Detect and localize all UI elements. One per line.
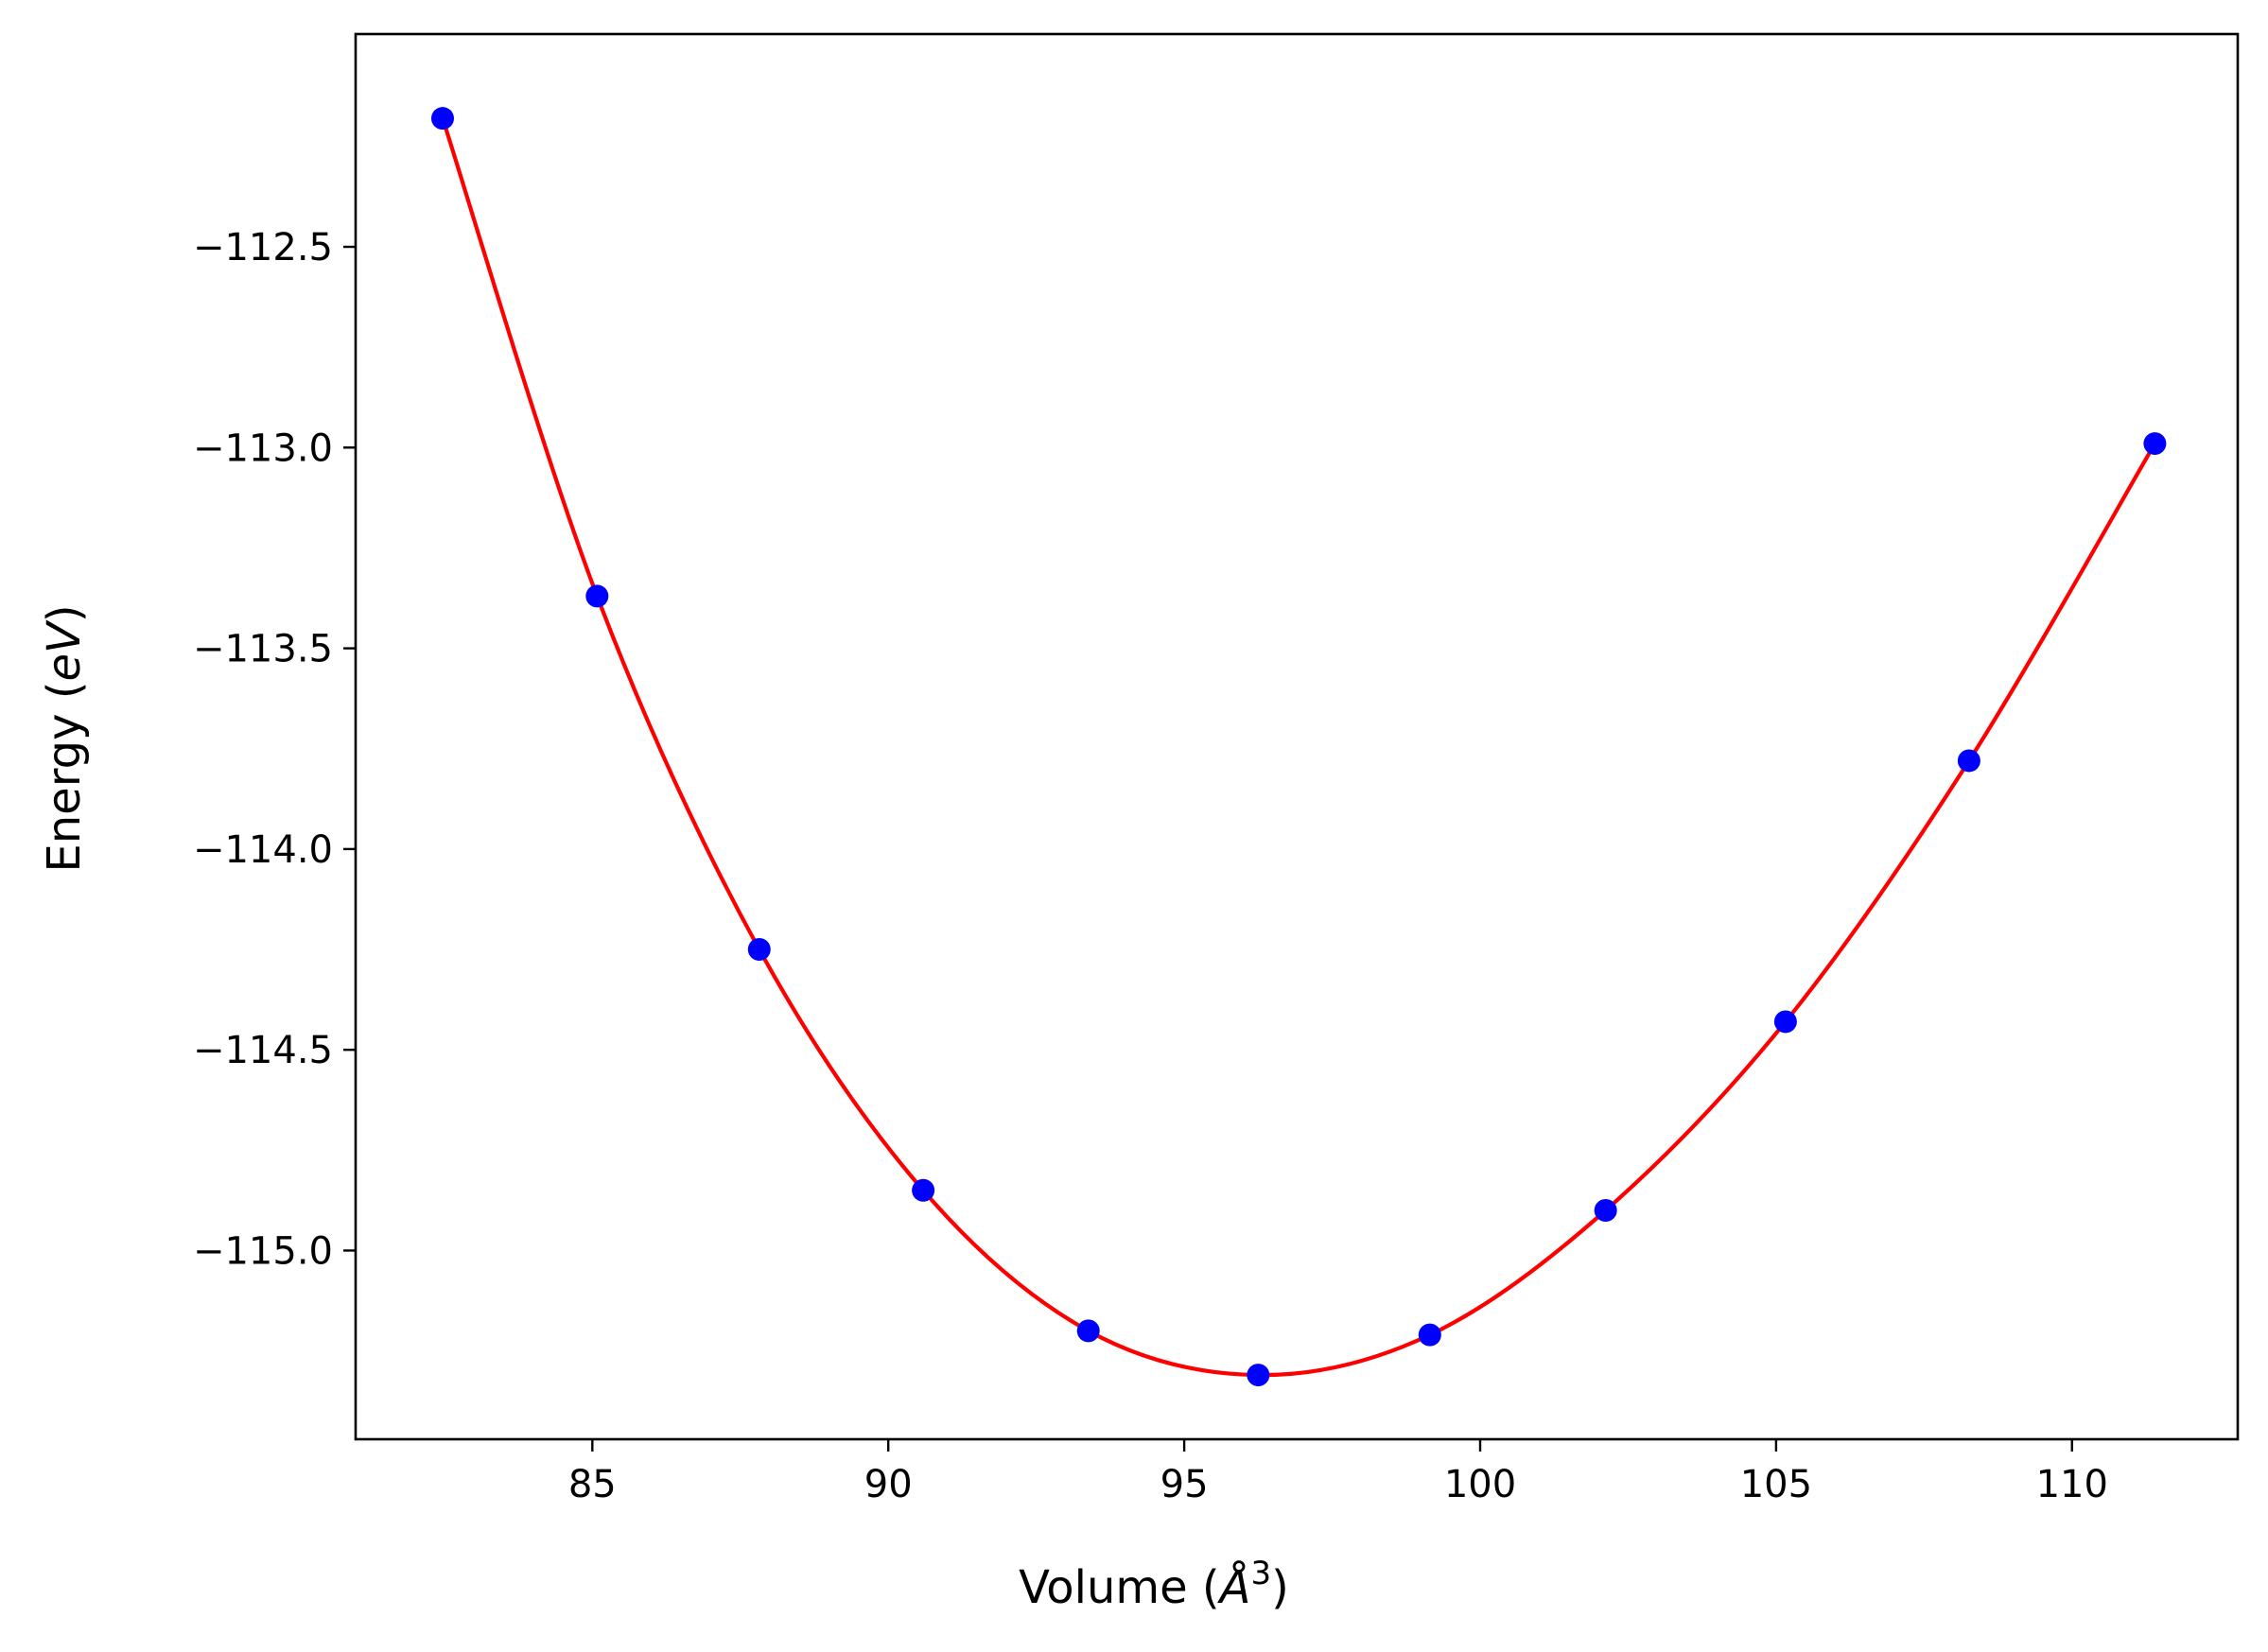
- data-point-marker: [430, 107, 454, 130]
- data-point-marker: [1773, 1010, 1797, 1034]
- y-tick-label: −114.5: [193, 1029, 333, 1072]
- x-tick-label: 90: [864, 1463, 913, 1506]
- x-axis-ticks: 85 90 95 100 105 110: [568, 1439, 2108, 1506]
- data-point-marker: [2143, 432, 2167, 456]
- x-axis-label-power: 3: [1250, 1555, 1271, 1592]
- x-axis-label-unit: Å: [1217, 1560, 1251, 1614]
- data-point-marker: [1247, 1364, 1270, 1387]
- data-point-marker: [1594, 1198, 1617, 1222]
- y-tick-label: −113.0: [193, 426, 333, 470]
- y-axis-label-unit: eV: [38, 619, 91, 682]
- x-tick-label: 110: [2036, 1463, 2108, 1506]
- data-point-marker: [912, 1178, 935, 1202]
- data-point-marker: [1418, 1323, 1441, 1347]
- y-tick-label: −114.0: [193, 828, 333, 872]
- y-tick-label: −115.0: [193, 1229, 333, 1273]
- y-axis-ticks: −112.5 −113.0 −113.5 −114.0 −114.5 −115.0: [193, 226, 356, 1273]
- y-axis-label-prefix: Energy (: [38, 682, 91, 873]
- x-axis-label-suffix: ): [1271, 1561, 1289, 1614]
- data-point-marker: [1076, 1319, 1100, 1343]
- data-point-marker: [1957, 749, 1980, 773]
- fit-curve-line: [440, 117, 2157, 1378]
- x-axis-label-prefix: Volume (: [1019, 1561, 1220, 1614]
- data-point-marker: [585, 584, 609, 608]
- x-axis-label: Volume (Å3): [1019, 1555, 1289, 1614]
- axes-frame: [354, 32, 2240, 1441]
- x-tick-label: 105: [1740, 1463, 1812, 1506]
- x-tick-label: 100: [1444, 1463, 1516, 1506]
- y-axis-label-suffix: ): [38, 604, 91, 622]
- data-point-marker: [747, 938, 771, 962]
- y-tick-label: −112.5: [193, 226, 333, 270]
- y-tick-label: −113.5: [193, 628, 333, 671]
- plot-area: [430, 107, 2167, 1387]
- x-tick-label: 95: [1160, 1463, 1209, 1506]
- y-axis-label: Energy (eV): [38, 604, 91, 872]
- x-tick-label: 85: [568, 1463, 617, 1506]
